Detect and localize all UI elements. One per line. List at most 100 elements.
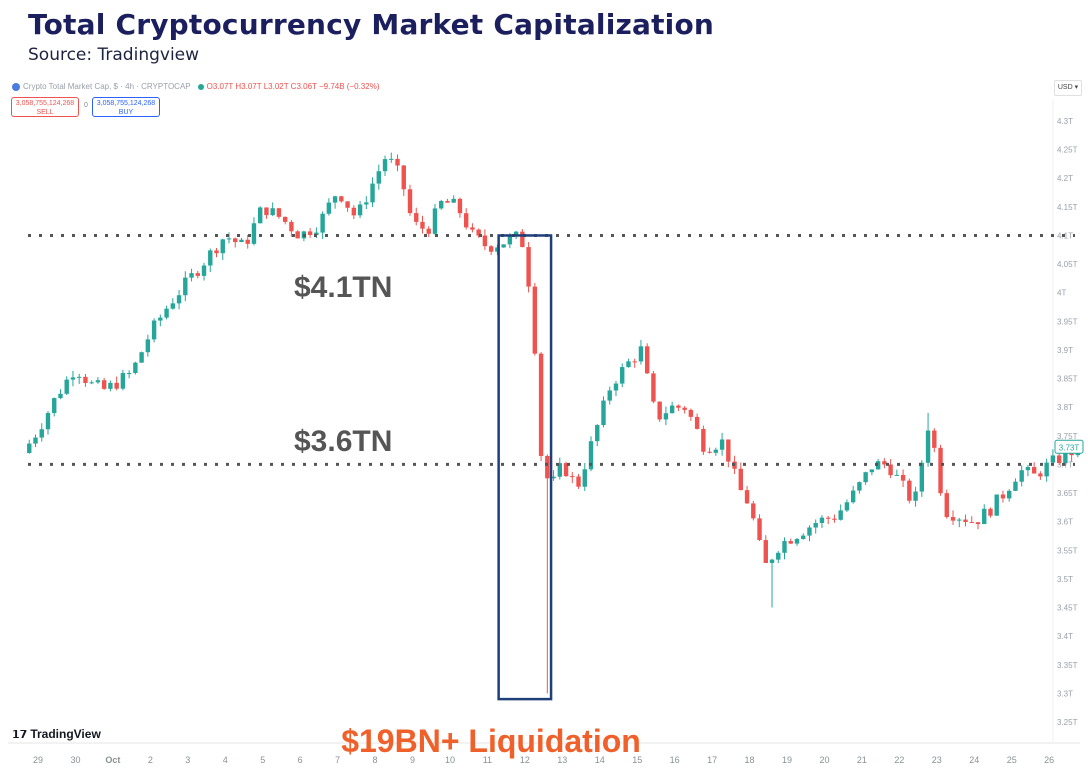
candle-down: [694, 416, 700, 429]
candle-up: [1050, 455, 1056, 463]
candle-up: [919, 462, 925, 492]
candle-up: [176, 295, 182, 304]
candle-up: [638, 346, 644, 362]
y-tick-label: 4.05T: [1057, 260, 1078, 269]
candle-up: [913, 491, 918, 501]
candle-down: [657, 401, 662, 420]
candle-down: [351, 207, 357, 216]
candle-down: [1056, 455, 1062, 463]
candle-up: [813, 523, 818, 528]
candle-up: [620, 367, 625, 384]
y-tick-label: 3.65T: [1057, 489, 1078, 498]
candle-down: [488, 246, 494, 252]
candle-up: [557, 463, 563, 477]
candle-up: [45, 413, 51, 430]
candle-up: [663, 413, 669, 420]
x-tick-label: 14: [595, 755, 605, 765]
candle-up: [838, 510, 843, 520]
candle-down: [576, 476, 581, 487]
candle-down: [463, 213, 469, 228]
candle-up: [332, 196, 338, 203]
candle-up: [389, 158, 394, 160]
candle-down: [289, 221, 294, 232]
x-tick-label: 2: [148, 755, 153, 765]
x-tick-label: 24: [969, 755, 979, 765]
candle-up: [151, 320, 157, 340]
candle-up: [270, 208, 275, 216]
candle-down: [233, 238, 238, 243]
y-tick-label: 3.6T: [1057, 518, 1073, 527]
x-tick-label: 26: [1044, 755, 1054, 765]
candle-up: [170, 303, 176, 309]
x-tick-label: 22: [894, 755, 904, 765]
candle-up: [108, 382, 113, 389]
candle-up: [607, 390, 612, 401]
candle-down: [532, 286, 538, 354]
candle-up: [258, 207, 263, 224]
candle-up: [669, 405, 675, 414]
x-tick-label: 16: [670, 755, 680, 765]
candle-down: [1031, 467, 1037, 474]
candle-up: [863, 472, 868, 483]
candle-down: [482, 235, 488, 247]
y-tick-label: 3.35T: [1057, 661, 1078, 670]
candle-up: [376, 171, 381, 184]
candle-down: [83, 376, 88, 384]
candle-up: [382, 159, 388, 172]
candle-down: [276, 208, 282, 217]
last-price-label: 3.73T: [1059, 443, 1080, 452]
symbol-name[interactable]: Crypto Total Market Cap, $ · 4h · CRYPTO…: [23, 82, 191, 91]
candle-down: [420, 221, 425, 229]
chart-title: Total Cryptocurrency Market Capitalizati…: [28, 8, 715, 41]
candle-up: [869, 469, 875, 473]
candle-up: [957, 519, 962, 521]
x-tick-label: 5: [260, 755, 265, 765]
y-tick-label: 3.85T: [1057, 375, 1078, 384]
currency-label: USD: [1057, 84, 1073, 91]
currency-selector[interactable]: USD ▾: [1054, 80, 1082, 96]
candle-down: [214, 250, 219, 254]
candle-up: [64, 379, 69, 394]
candle-up: [201, 265, 207, 276]
candle-down: [395, 158, 400, 166]
candle-up: [507, 236, 513, 245]
market-status-icon: [197, 83, 204, 90]
y-tick-label: 4.3T: [1057, 117, 1073, 126]
x-tick-label: 10: [445, 755, 455, 765]
candle-down: [339, 196, 344, 202]
candle-down: [195, 273, 200, 276]
candle-down: [688, 409, 694, 417]
x-tick-label: 25: [1007, 755, 1017, 765]
liquidation-box: [497, 234, 553, 701]
sell-button[interactable]: 3,058,755,124,268 SELL: [11, 97, 79, 117]
candle-up: [164, 308, 169, 318]
liquidation-label: $19BN+ Liquidation: [341, 723, 641, 759]
candle-down: [114, 382, 119, 389]
buy-button[interactable]: 3,058,755,124,268 BUY: [92, 97, 160, 117]
candle-down: [938, 447, 943, 494]
candle-down: [975, 522, 981, 525]
last-price-badge: [1054, 439, 1084, 454]
x-tick-label: 20: [819, 755, 829, 765]
candle-down: [763, 540, 768, 563]
candle-up: [58, 393, 63, 399]
spread-value: 0: [84, 102, 88, 109]
y-tick-label: 3.9T: [1057, 346, 1073, 355]
candle-down: [526, 247, 531, 287]
y-tick-label: 3.3T: [1057, 689, 1073, 698]
candle-down: [969, 522, 974, 524]
candle-up: [208, 250, 213, 266]
candle-up: [314, 232, 319, 235]
candle-up: [320, 213, 325, 233]
candle-down: [401, 165, 406, 190]
x-tick-label: 13: [557, 755, 567, 765]
candle-up: [601, 400, 606, 426]
candle-up: [357, 204, 363, 216]
x-tick-label: 4: [223, 755, 228, 765]
candle-down: [632, 361, 637, 363]
candle-up: [819, 517, 825, 524]
candle-up: [801, 535, 806, 539]
candle-up: [326, 202, 332, 214]
candle-down: [545, 455, 550, 479]
